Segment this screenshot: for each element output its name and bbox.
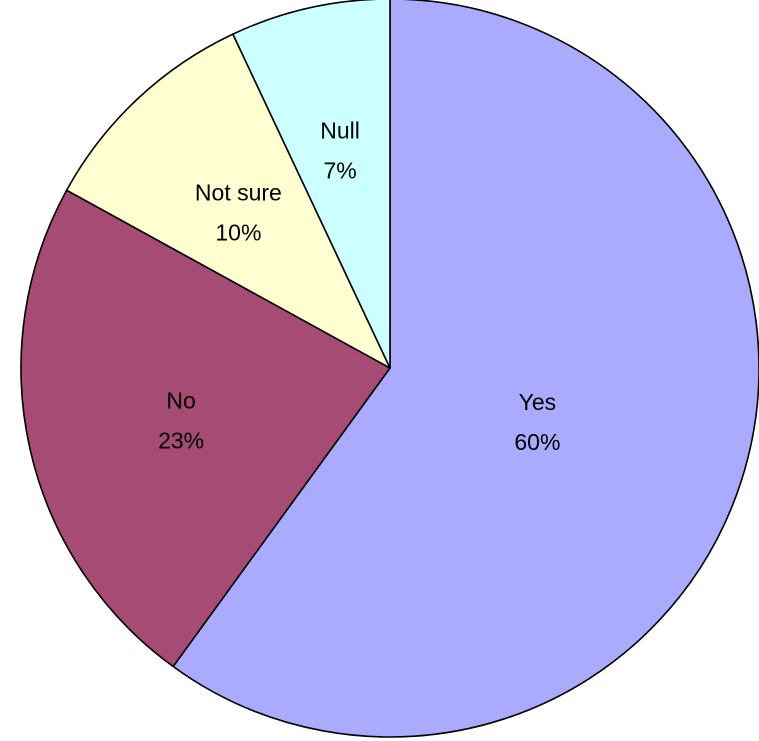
slice-label-no: No — [166, 388, 195, 414]
slice-value-label-yes: 60% — [514, 429, 560, 455]
slice-value-label-null: 7% — [323, 158, 356, 184]
slices-layer — [20, 0, 759, 738]
slice-label-yes: Yes — [519, 389, 557, 415]
slice-value-label-no: 23% — [158, 428, 204, 454]
slice-value-label-not-sure: 10% — [215, 220, 261, 246]
slice-label-null: Null — [320, 118, 360, 144]
pie-slice-not-sure — [65, 33, 391, 369]
labels-layer: Yes 60% No 23% Not sure 10% Null 7% — [158, 118, 560, 455]
pie-slice-no — [20, 189, 391, 668]
pie-slice-null — [232, 0, 391, 369]
pie-slice-yes — [172, 0, 759, 738]
slice-label-not-sure: Not sure — [195, 180, 282, 206]
